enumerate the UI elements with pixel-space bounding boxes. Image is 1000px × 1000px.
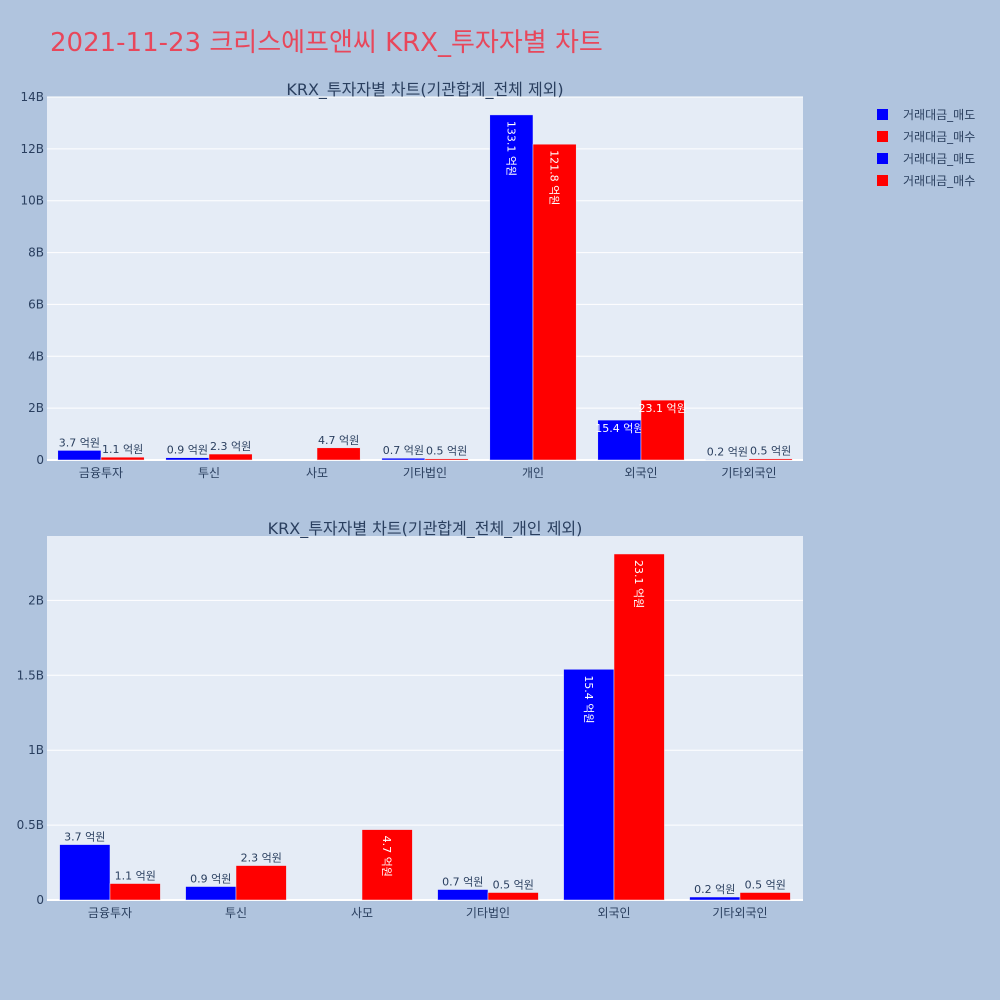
- data-label: 23.1 억원: [638, 402, 686, 415]
- bar-buy: [487, 892, 539, 901]
- legend-swatch: [877, 109, 888, 120]
- bar-buy: [739, 892, 791, 901]
- x-tick-label: 금융투자: [88, 906, 132, 920]
- bar-buy: [208, 453, 253, 461]
- x-tick-label: 사모: [306, 466, 328, 480]
- subplot-2: 0 0.5B 1B 1.5B 2B KRX_투자자별 차트(기관합계_전체_개인 제외) 금…: [17, 519, 803, 920]
- data-label: 2.3 억원: [210, 440, 251, 453]
- data-label: 3.7 억원: [59, 436, 100, 449]
- bar-sell: [165, 457, 210, 461]
- y-tick-label: 4B: [28, 349, 44, 363]
- y-tick-label: 1.5B: [17, 668, 44, 682]
- legend-item[interactable]: 거래대금_매도: [903, 108, 975, 122]
- data-label: 15.4 억원: [595, 422, 643, 435]
- bar-sell: [185, 886, 237, 901]
- x-tick-label: 외국인: [597, 906, 630, 920]
- data-label: 4.7 억원: [380, 836, 393, 877]
- data-label: 1.1 억원: [115, 870, 156, 883]
- y-tick-label: 2B: [28, 401, 44, 415]
- legend-item[interactable]: 거래대금_매도: [903, 152, 975, 166]
- data-label: 0.7 억원: [383, 444, 424, 457]
- data-label: 0.5 억원: [750, 445, 791, 458]
- data-label: 2.3 억원: [241, 852, 282, 865]
- data-label: 121.8 억원: [548, 150, 561, 205]
- x-tick-label: 사모: [351, 906, 373, 920]
- y-tick-label: 2B: [28, 593, 44, 607]
- y-tick-label: 12B: [20, 142, 44, 156]
- plot-area: [47, 97, 803, 460]
- x-tick-label: 외국인: [624, 466, 657, 480]
- bar-buy: [235, 865, 287, 901]
- main-title: 2021-11-23 크리스에프앤씨 KRX_투자자별 차트: [50, 28, 603, 58]
- bar-buy: [109, 883, 161, 901]
- x-tick-label: 투신: [225, 906, 247, 920]
- bar-sell: [57, 450, 102, 461]
- bar-buy: [316, 447, 361, 461]
- x-tick-label: 금융투자: [79, 466, 123, 480]
- bar-buy: [532, 143, 577, 461]
- legend-swatch: [877, 175, 888, 186]
- data-label: 0.2 억원: [694, 883, 735, 896]
- x-tick-label: 기타법인: [403, 466, 447, 480]
- x-tick-label: 기타법인: [466, 906, 510, 920]
- y-tick-label: 6B: [28, 297, 44, 311]
- y-tick-label: 0: [36, 453, 44, 467]
- bar-buy: [640, 399, 685, 461]
- data-label: 23.1 억원: [632, 560, 645, 608]
- bar-sell: [597, 419, 642, 461]
- y-tick-label: 10B: [20, 194, 44, 208]
- data-label: 0.9 억원: [190, 873, 231, 886]
- data-label: 15.4 억원: [582, 675, 595, 723]
- x-tick-label: 기타외국인: [721, 466, 776, 480]
- bar-buy: [748, 458, 793, 461]
- subplot-title: KRX_투자자별 차트(기관합계_전체_개인 제외): [268, 519, 583, 539]
- legend-item[interactable]: 거래대금_매수: [903, 130, 975, 144]
- data-label: 1.1 억원: [102, 443, 143, 456]
- y-tick-label: 0.5B: [17, 818, 44, 832]
- bar-sell: [381, 457, 426, 461]
- data-label: 0.5 억원: [426, 445, 467, 458]
- legend-swatch: [877, 153, 888, 164]
- subplot-title: KRX_투자자별 차트(기관합계_전체 제외): [286, 80, 563, 100]
- data-label: 0.2 억원: [707, 445, 748, 458]
- bar-buy: [613, 553, 665, 901]
- bar-sell: [689, 896, 741, 901]
- data-label: 133.1 억원: [504, 121, 517, 176]
- plot-area: [47, 536, 803, 900]
- data-label: 3.7 억원: [64, 831, 105, 844]
- bar-sell: [437, 889, 489, 901]
- data-label: 0.9 억원: [167, 444, 208, 457]
- legend-swatch: [877, 131, 888, 142]
- x-tick-label: 기타외국인: [712, 906, 767, 920]
- bar-sell: [705, 459, 750, 461]
- bar-sell: [489, 114, 534, 461]
- legend-item[interactable]: 거래대금_매수: [903, 174, 975, 188]
- bar-buy: [361, 829, 413, 901]
- bar-buy: [424, 458, 469, 461]
- data-label: 0.5 억원: [493, 879, 534, 892]
- data-label: 0.7 억원: [442, 876, 483, 889]
- data-label: 0.5 억원: [745, 879, 786, 892]
- x-tick-label: 개인: [522, 466, 544, 480]
- x-tick-label: 투신: [198, 466, 220, 480]
- bar-buy: [100, 456, 145, 461]
- y-tick-label: 1B: [28, 743, 44, 757]
- data-label: 4.7 억원: [318, 434, 359, 447]
- bar-sell: [563, 669, 615, 901]
- bar-sell: [59, 844, 111, 901]
- y-tick-label: 8B: [28, 246, 44, 260]
- y-tick-label: 14B: [20, 90, 44, 104]
- subplot-1: 0 2B 4B 6B 8B 10B 12B 14B KRX_투자자별 차트(기관합계_전체 제외…: [20, 80, 803, 480]
- y-tick-label: 0: [36, 893, 44, 907]
